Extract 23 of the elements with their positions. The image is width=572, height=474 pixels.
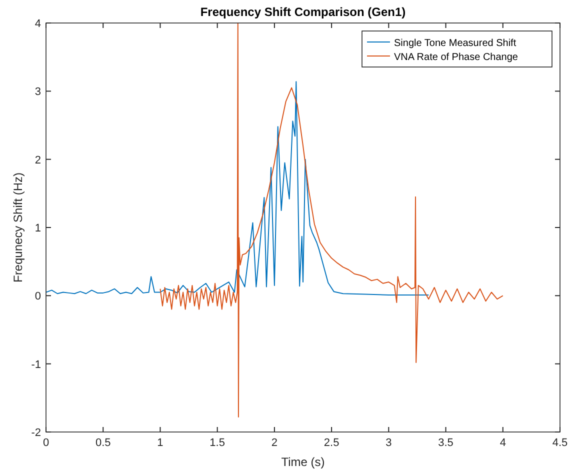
- x-tick-label: 4: [500, 437, 506, 449]
- y-tick-label: 0: [34, 290, 41, 303]
- line-series: [46, 81, 430, 296]
- y-tick-label: -1: [31, 358, 41, 371]
- legend-label: Single Tone Measured Shift: [394, 38, 516, 49]
- chart-title: Frequency Shift Comparison (Gen1): [200, 5, 406, 19]
- x-tick-label: 1: [157, 437, 164, 449]
- x-tick-label: 2.5: [324, 437, 340, 449]
- x-tick-label: 4.5: [552, 437, 568, 449]
- x-tick-label: 0: [42, 437, 50, 449]
- y-tick-label: 2: [34, 154, 41, 166]
- x-tick-label: 0.5: [95, 437, 111, 449]
- y-tick-label: 1: [34, 222, 41, 234]
- x-tick-label: 3: [386, 437, 392, 449]
- y-tick-label: -2: [31, 427, 41, 439]
- y-axis-title: Frequnecy Shift (Hz): [11, 172, 25, 283]
- x-axis-title: Time (s): [281, 455, 325, 469]
- x-tick-label: 2: [271, 437, 278, 449]
- legend-label: VNA Rate of Phase Change: [394, 52, 518, 63]
- x-tick-label: 3.5: [438, 437, 454, 449]
- y-tick-label: 4: [34, 18, 41, 30]
- y-tick-label: 3: [34, 86, 41, 98]
- x-tick-label: 1.5: [210, 437, 225, 449]
